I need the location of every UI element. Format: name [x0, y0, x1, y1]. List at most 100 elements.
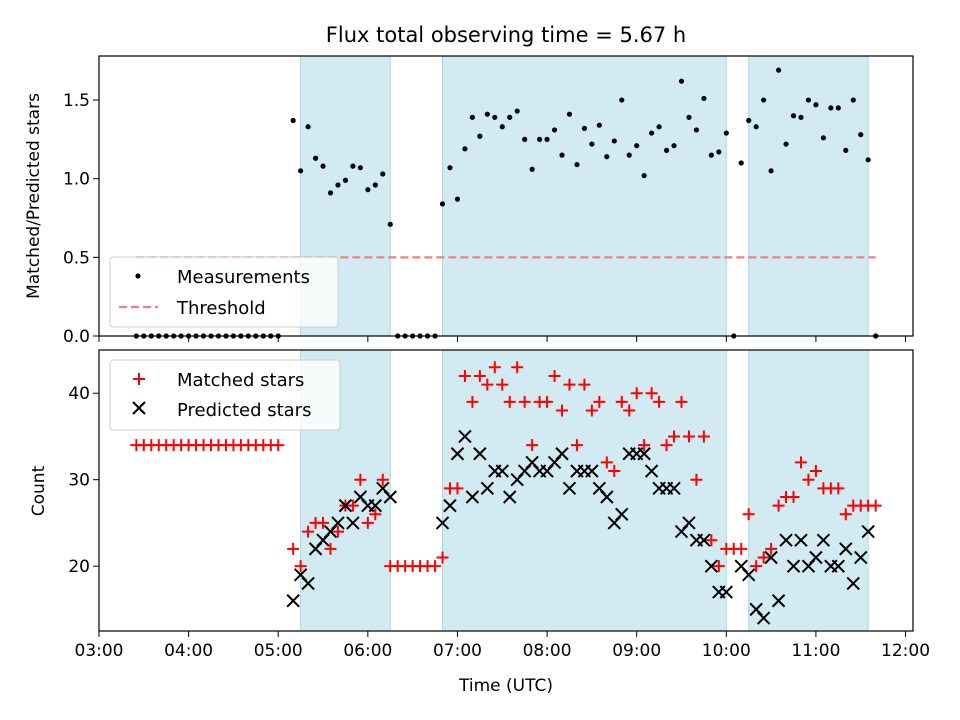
measurement-point — [656, 124, 662, 130]
matched-stars-point — [511, 361, 524, 374]
predicted-stars-point — [615, 507, 629, 521]
predicted-stars-point — [637, 447, 651, 461]
measurement-point — [477, 133, 483, 139]
matched-stars-point — [645, 387, 658, 400]
y-tick-label: 40 — [68, 384, 90, 404]
measurement-point — [634, 143, 640, 149]
matched-stars-point — [794, 456, 807, 469]
measurement-point — [544, 136, 550, 142]
y-tick-label: 0.0 — [63, 327, 90, 347]
x-tick-label: 10:00 — [702, 641, 751, 661]
measurement-point — [357, 165, 363, 171]
matched-stars-point — [682, 430, 695, 443]
measurement-point — [469, 114, 475, 120]
top-legend: Measurements Threshold — [109, 256, 339, 328]
measurement-point — [327, 190, 334, 196]
matched-stars-point — [451, 482, 464, 495]
measurement-point — [805, 97, 812, 103]
legend-matched-marker — [133, 373, 145, 385]
measurement-point — [380, 171, 386, 177]
measurement-point — [626, 152, 632, 158]
measurement-point — [566, 111, 573, 117]
measurement-point — [820, 135, 826, 141]
predicted-stars-point — [779, 533, 793, 547]
measurement-point — [342, 177, 349, 183]
predicted-stars-point — [764, 550, 778, 565]
matched-stars-point — [376, 473, 389, 486]
matched-stars-point — [615, 395, 628, 408]
matched-stars-point — [653, 395, 666, 408]
predicted-stars-point — [346, 516, 360, 530]
measurement-point — [484, 111, 490, 117]
matched-stars-point — [541, 395, 554, 408]
measurement-point — [454, 196, 461, 202]
top-axes-frame — [98, 55, 914, 337]
measurement-point — [581, 125, 588, 131]
legend-predicted-label: Predicted stars — [177, 400, 311, 421]
predicted-stars-point — [831, 559, 846, 573]
measurement-point — [537, 136, 543, 142]
shaded-interval — [442, 56, 727, 336]
legend-measurements-marker — [135, 273, 141, 279]
predicted-stars-point — [480, 481, 495, 496]
legend-matched-label: Matched stars — [177, 370, 304, 391]
matched-stars-point — [735, 542, 748, 555]
measurement-point — [335, 182, 341, 188]
measurement-point — [350, 163, 356, 169]
matched-stars-point — [690, 473, 703, 486]
matched-stars-point — [466, 395, 479, 408]
matched-stars-point — [526, 439, 539, 452]
matched-stars-point — [608, 465, 621, 478]
matched-stars-point — [354, 473, 367, 486]
predicted-stars-point — [435, 516, 450, 530]
predicted-stars-point — [697, 533, 711, 547]
predicted-stars-point — [450, 447, 465, 461]
measurement-point — [604, 154, 610, 160]
predicted-stars-point — [667, 481, 681, 496]
predicted-stars-point — [495, 464, 509, 478]
measurement-point — [387, 221, 393, 227]
predicted-stars-point — [368, 498, 383, 513]
matched-stars-point — [317, 516, 330, 529]
matched-stars-point — [361, 516, 374, 529]
matched-stars-point — [287, 542, 300, 555]
x-tick-label: 11:00 — [791, 641, 840, 661]
measurement-point — [663, 147, 670, 153]
measurement-point — [865, 157, 871, 163]
x-tick-label: 12:00 — [881, 641, 930, 661]
measurement-point — [738, 160, 744, 166]
predicted-stars-point — [816, 533, 831, 547]
matched-stars-point — [742, 508, 755, 521]
x-tick-label: 09:00 — [612, 641, 661, 661]
matched-stars-point — [802, 473, 815, 486]
matched-stars-point — [585, 404, 598, 417]
measurement-point — [551, 127, 558, 133]
matched-stars-point — [593, 395, 606, 408]
matched-stars-point — [570, 439, 583, 452]
matched-stars-point — [765, 542, 778, 555]
measurement-point — [693, 127, 700, 133]
y-tick-label: 1.5 — [63, 91, 90, 111]
shaded-interval — [748, 56, 869, 336]
matched-stars-point — [869, 499, 882, 512]
matched-stars-point — [481, 378, 494, 391]
predicted-stars-point — [503, 490, 517, 504]
matched-stars-point — [638, 439, 651, 452]
measurement-point — [783, 141, 789, 147]
legend-measurements-label: Measurements — [177, 267, 310, 288]
matched-stars-point — [660, 439, 673, 452]
measurement-point — [492, 114, 498, 120]
matched-stars-point — [705, 534, 718, 547]
measurement-point — [671, 143, 677, 149]
measurement-point — [559, 152, 565, 158]
x-tick-label: 06:00 — [343, 641, 392, 661]
matched-stars-point — [787, 490, 800, 503]
matched-stars-point — [630, 387, 643, 400]
measurement-point — [507, 114, 513, 120]
measurement-point — [305, 124, 311, 130]
matched-stars-point — [369, 508, 382, 521]
matched-stars-point — [346, 499, 359, 512]
matched-stars-point — [578, 378, 591, 391]
matched-stars-point — [556, 404, 569, 417]
